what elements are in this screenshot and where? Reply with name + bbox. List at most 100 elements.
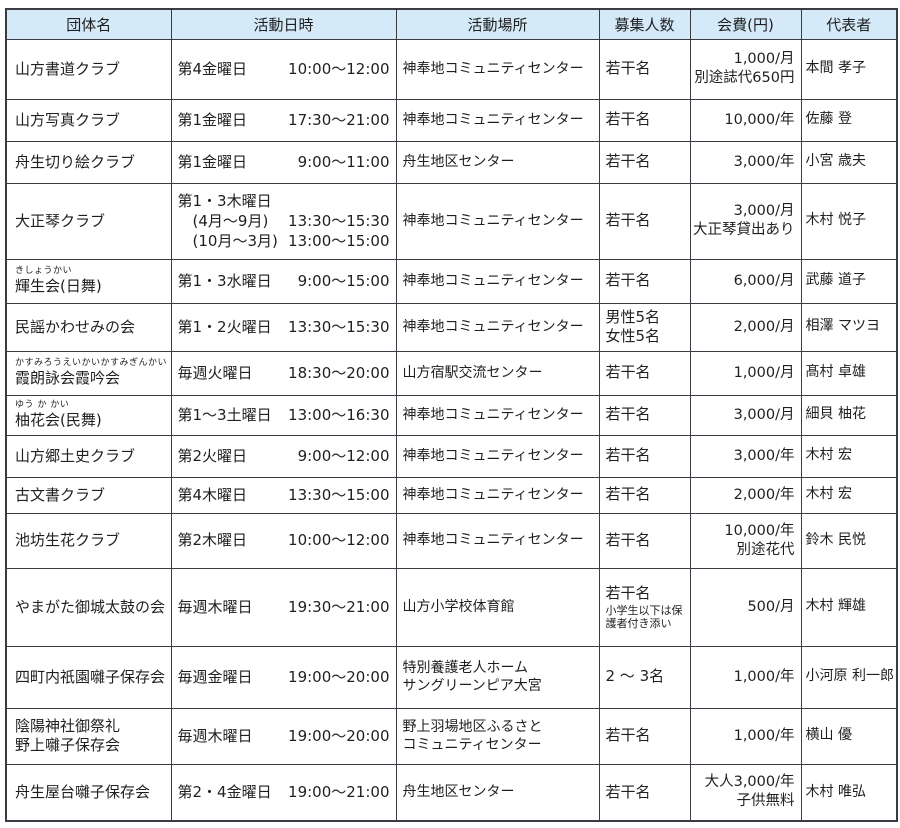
table-row: 大正琴クラブ 第1・3木曜日 (4月～9月) 13:30～15:30 (10月～3月… (5, 182, 898, 260)
table-row: 四町内祇園囃子保存会 毎週金曜日 19:00～20:00 特別養護老人ホーム サングリ… (5, 645, 898, 709)
schedule-time: 10:00～12:00 (288, 59, 390, 78)
schedule-day: 毎週火曜日 (177, 363, 253, 382)
fee-cell: 1,000/月 (689, 350, 802, 396)
place-cell: 特別養護老人ホーム サングリーンピア大宮 (395, 645, 600, 709)
header-schedule: 活動日時 (170, 8, 397, 40)
table-row: 池坊生花クラブ 第2木曜日 10:00～12:00 神奉地コミュニティセンター 若干名 1… (5, 512, 898, 569)
schedule-time: 13:30～15:30 (288, 211, 390, 230)
recruit-count: 若干名 (605, 363, 651, 382)
place-cell: 神奉地コミュニティセンター (395, 258, 600, 304)
schedule-day: 第2・4金曜日 (177, 783, 272, 802)
recruit-cell: 若干名 (598, 476, 691, 514)
representative-cell: 木村 悦子 (800, 182, 898, 260)
fee-cell: 10,000/年 別途花代 (689, 512, 802, 569)
fee-cell: 大人3,000/年 子供無料 (689, 763, 802, 822)
schedule-line: 毎週金曜日 19:00～20:00 (178, 667, 390, 687)
recruit-note: 小学生以下は保護者付き添い (605, 603, 683, 630)
recruit-count: 若干名 (605, 726, 651, 745)
schedule-time: 19:00～20:00 (288, 667, 390, 686)
table-row: きしょうかい 輝生会(日舞) 第1・3水曜日 9:00～15:00 神奉地コミュニティセ… (5, 258, 898, 304)
table-row: 陰陽神社御祭礼 野上囃子保存会 毎週木曜日 19:00～20:00 野上羽場地区ふるさ… (5, 707, 898, 765)
schedule-time: 13:30～15:00 (288, 485, 390, 504)
place-cell: 山方宿駅交流センター (395, 350, 600, 396)
schedule-time: 19:00～20:00 (288, 726, 390, 745)
schedule-day: (10月～3月) (177, 232, 278, 251)
furigana-text: ゆう か かい (15, 400, 70, 411)
group-name-cell: 大正琴クラブ (5, 182, 172, 260)
place-cell: 神奉地コミュニティセンター (395, 434, 600, 478)
header-group-name: 団体名 (5, 8, 172, 40)
schedule-line: (10月～3月) 13:00～15:00 (178, 231, 390, 251)
schedule-time: 19:30～21:00 (288, 597, 390, 616)
schedule-day: 毎週金曜日 (177, 667, 253, 686)
group-name-cell: 山方写真クラブ (5, 98, 172, 142)
group-name-cell: 民謡かわせみの会 (5, 302, 172, 352)
fee-cell: 1,000/年 (689, 707, 802, 765)
schedule-day: 第1・3水曜日 (177, 271, 272, 290)
recruit-cell: 若干名 (598, 140, 691, 184)
group-name-cell: 山方郷土史クラブ (5, 434, 172, 478)
group-name: 古文書クラブ (15, 485, 106, 504)
recruit-count: 男性5名 女性5名 (605, 307, 661, 346)
schedule-time: 9:00～12:00 (297, 446, 390, 465)
group-name-cell: 古文書クラブ (5, 476, 172, 514)
schedule-line: 毎週木曜日 19:30～21:00 (178, 597, 390, 617)
group-name-cell: かすみろうえいかいかすみぎんかい 霞朗詠会霞吟会 (5, 350, 172, 396)
schedule-cell: 毎週木曜日 19:30～21:00 (170, 567, 397, 647)
schedule-cell: 第1・2火曜日 13:30～15:30 (170, 302, 397, 352)
recruit-count: 若干名 (605, 530, 651, 549)
representative-cell: 髙村 卓雄 (800, 350, 898, 396)
fee-cell: 2,000/月 (689, 302, 802, 352)
schedule-time: 13:30～15:30 (288, 317, 390, 336)
table-row: 舟生切り絵クラブ 第1金曜日 9:00～11:00 舟生地区センター 若干名 3,000/… (5, 140, 898, 184)
fee-cell: 3,000/年 (689, 434, 802, 478)
table-row: 民謡かわせみの会 第1・2火曜日 13:30～15:30 神奉地コミュニティセンター男… (5, 302, 898, 352)
place-cell: 神奉地コミュニティセンター (395, 38, 600, 100)
schedule-line: 第2木曜日 10:00～12:00 (178, 530, 390, 550)
table-row: 舟生屋台囃子保存会 第2・4金曜日 19:00～21:00 舟生地区センター 若干名 大人… (5, 763, 898, 822)
schedule-time: 19:00～21:00 (288, 783, 390, 802)
schedule-time: 9:00～11:00 (297, 152, 390, 171)
representative-cell: 鈴木 民悦 (800, 512, 898, 569)
group-name: 大正琴クラブ (15, 211, 106, 230)
schedule-line: 毎週木曜日 19:00～20:00 (178, 726, 390, 746)
schedule-cell: 毎週金曜日 19:00～20:00 (170, 645, 397, 709)
schedule-day: 第1金曜日 (177, 152, 248, 171)
group-name-cell: やまがた御城太鼓の会 (5, 567, 172, 647)
group-name-cell: 舟生切り絵クラブ (5, 140, 172, 184)
recruit-count: 若干名 (605, 110, 651, 129)
group-name-cell: 山方書道クラブ (5, 38, 172, 100)
group-name: 四町内祇園囃子保存会 (15, 667, 166, 686)
fee-cell: 3,000/月 (689, 394, 802, 436)
header-place: 活動場所 (395, 8, 600, 40)
recruit-cell: 2 ～ 3名 (598, 645, 691, 709)
schedule-line: 第1・3木曜日 (178, 191, 390, 211)
schedule-line: 第2火曜日 9:00～12:00 (178, 446, 390, 466)
place-cell: 神奉地コミュニティセンター (395, 476, 600, 514)
recruit-cell: 若干名 (598, 350, 691, 396)
recruit-count: 若干名 (605, 152, 651, 171)
schedule-day: 第4木曜日 (177, 485, 248, 504)
schedule-line: 第1・2火曜日 13:30～15:30 (178, 317, 390, 337)
schedule-cell: 第1金曜日 9:00～11:00 (170, 140, 397, 184)
group-name-cell: 舟生屋台囃子保存会 (5, 763, 172, 822)
schedule-day: 第1～3土曜日 (177, 405, 272, 424)
table-row: やまがた御城太鼓の会 毎週木曜日 19:30～21:00 山方小学校体育館 若干名 小学生… (5, 567, 898, 647)
group-name: 池坊生花クラブ (15, 531, 121, 550)
group-name: やまがた御城太鼓の会 (15, 597, 166, 616)
recruit-count: 若干名 (605, 485, 651, 504)
group-name-cell: ゆう か かい 柚花会(民舞) (5, 394, 172, 436)
fee-cell: 3,000/年 (689, 140, 802, 184)
group-name: 霞朗詠会霞吟会 (15, 368, 121, 387)
header-representative: 代表者 (800, 8, 898, 40)
schedule-time: 9:00～15:00 (297, 271, 390, 290)
schedule-time: 13:00～15:00 (288, 232, 390, 251)
representative-cell: 小河原 利一郎 (800, 645, 898, 709)
recruit-cell: 若干名 (598, 98, 691, 142)
place-cell: 神奉地コミュニティセンター (395, 182, 600, 260)
representative-cell: 木村 輝雄 (800, 567, 898, 647)
recruit-cell: 若干名 (598, 434, 691, 478)
representative-cell: 武藤 道子 (800, 258, 898, 304)
recruit-cell: 若干名 (598, 394, 691, 436)
